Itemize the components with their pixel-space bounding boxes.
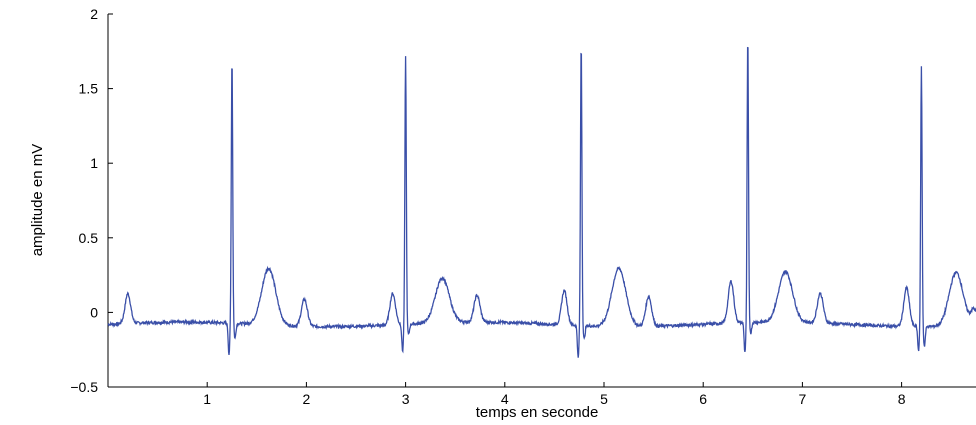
y-tick-label: 1 bbox=[90, 155, 98, 171]
x-tick-label: 1 bbox=[203, 391, 211, 407]
x-tick-label: 6 bbox=[699, 391, 707, 407]
x-tick-label: 4 bbox=[501, 391, 509, 407]
y-tick-label: 1.5 bbox=[79, 81, 99, 97]
x-tick-label: 5 bbox=[600, 391, 608, 407]
ticks bbox=[108, 13, 903, 388]
ecg-series-line bbox=[107, 46, 976, 358]
y-axis-title: amplitude en mV bbox=[29, 144, 46, 257]
y-tick-label: 0 bbox=[90, 304, 98, 320]
x-tick-label: 7 bbox=[799, 391, 807, 407]
x-tick-label: 8 bbox=[898, 391, 906, 407]
tick-labels: 1 2 3 4 5 6 7 8 2 1.5 1 0.5 0 −0.5 bbox=[70, 6, 905, 407]
y-tick-label: −0.5 bbox=[70, 379, 98, 395]
axes bbox=[107, 14, 976, 388]
x-tick-label: 3 bbox=[402, 391, 410, 407]
y-tick-label: 0.5 bbox=[79, 230, 99, 246]
x-axis-title: temps en seconde bbox=[476, 404, 599, 421]
x-tick-label: 2 bbox=[303, 391, 311, 407]
y-tick-label: 2 bbox=[90, 6, 98, 22]
